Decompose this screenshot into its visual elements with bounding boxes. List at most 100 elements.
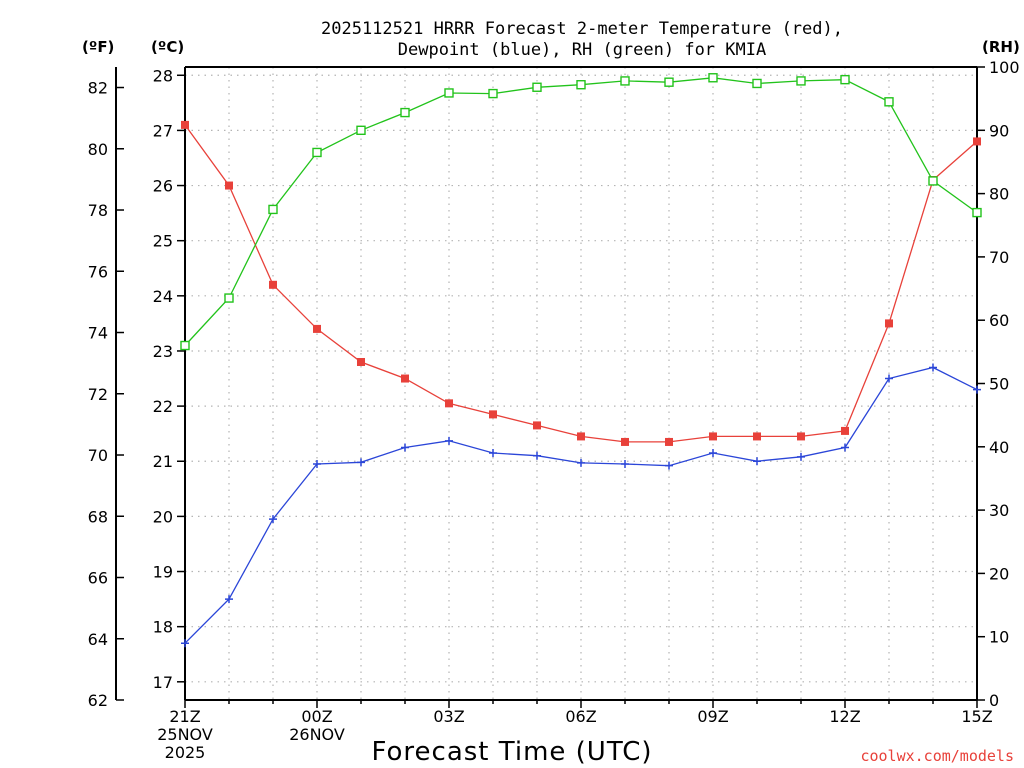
dewpoint-point [533,451,541,460]
rh-tick-label: 40 [989,438,1009,457]
rh-tick-label: 90 [989,121,1009,140]
temperature-point [973,137,981,146]
fahrenheit-tick-label: 72 [88,385,108,404]
rh-unit-label: (RH) [982,38,1020,56]
dewpoint-point [489,448,497,457]
celsius-unit-label: (ºC) [151,38,184,56]
rh-tick-label: 70 [989,248,1009,267]
dewpoint-point [401,443,409,452]
rh-point [796,76,806,86]
fahrenheit-tick-label: 68 [88,507,108,526]
dewpoint-point [797,452,805,461]
fahrenheit-tick-label: 80 [88,140,108,159]
fahrenheit-tick-label: 76 [88,262,108,281]
x-tick-label: 21Z [169,707,200,726]
rh-tick-label: 100 [989,58,1020,77]
celsius-tick-label: 20 [153,507,173,526]
rh-point [400,107,410,118]
dewpoint-point [929,363,937,372]
rh-tick-label: 80 [989,185,1009,204]
celsius-tick-label: 27 [153,121,173,140]
rh-point [488,88,498,99]
chart-title-line2: Dewpoint (blue), RH (green) for KMIA [398,40,766,60]
rh-point [972,207,982,218]
x-tick-label: 15Z [961,707,992,726]
dewpoint-point [181,639,189,648]
rh-point [884,97,894,107]
temperature-point [885,319,893,328]
rh-tick-label: 50 [989,375,1009,394]
x-tick-label: 06Z [565,707,596,726]
dewpoint-point [269,515,277,524]
x-tick-label: 09Z [697,707,728,726]
celsius-tick-label: 23 [153,342,173,361]
temperature-point [489,410,497,419]
fahrenheit-tick-label: 70 [88,446,108,465]
data-series [180,73,982,648]
celsius-tick-label: 25 [153,232,173,251]
celsius-tick-label: 18 [153,618,173,637]
temperature-point [357,357,365,366]
chart-title-line1: 2025112521 HRRR Forecast 2-meter Tempera… [321,19,843,39]
dewpoint-point [885,374,893,383]
rh-tick-label: 10 [989,628,1009,647]
temperature-point [401,374,409,383]
dewpoint-point [665,461,673,470]
rh-tick-label: 0 [989,691,999,710]
dewpoint-point [225,595,233,604]
rh-point [620,76,630,86]
temperature-point [269,280,277,289]
fahrenheit-tick-label: 78 [88,201,108,220]
x-tick-label: 12Z [829,707,860,726]
fahrenheit-tick-label: 64 [88,630,108,649]
credit-text: coolwx.com/models [860,747,1014,765]
temperature-point [753,432,761,441]
grid-lines [185,67,977,700]
temperature-point [225,181,233,190]
celsius-tick-label: 22 [153,397,173,416]
dewpoint-point [841,443,849,452]
rh-point [708,73,718,83]
temperature-point [797,432,805,441]
rh-point [312,147,322,158]
celsius-tick-label: 24 [153,287,173,306]
x-tick-label: 2025 [165,743,206,762]
celsius-tick-label: 26 [153,177,173,196]
rh-point [180,340,190,351]
tick-labels: 62 64 66 68 70 72 74 76 78 80 82 17 18 19 20 21 22 23 24 25… [88,58,1020,762]
x-tick-label: 03Z [433,707,464,726]
rh-point [224,293,234,303]
temperature-point [665,437,673,446]
rh-point [928,176,938,186]
temperature-point [445,399,453,408]
temperature-point [181,120,189,129]
temperature-point [841,426,849,435]
celsius-tick-label: 17 [153,673,173,692]
x-tick-label: 26NOV [289,725,345,744]
dewpoint-point [973,385,981,394]
rh-point [444,88,454,98]
dewpoint-point [313,460,321,469]
celsius-tick-label: 21 [153,452,173,471]
temperature-point [533,421,541,430]
x-axis-label: Forecast Time (UTC) [371,737,652,767]
rh-point [356,125,366,136]
dewpoint-point [357,458,365,467]
temperature-point [709,432,717,441]
rh-point [532,82,542,92]
rh-tick-label: 60 [989,311,1009,330]
fahrenheit-tick-label: 74 [88,324,108,343]
fahrenheit-tick-label: 82 [88,79,108,98]
dewpoint-point [709,448,717,457]
rh-tick-label: 20 [989,564,1009,583]
rh-series-line [184,77,978,346]
temperature-point [577,432,585,441]
rh-point [576,80,586,90]
dewpoint-point [445,436,453,445]
temperature-point [621,437,629,446]
fahrenheit-unit-label: (ºF) [82,38,114,56]
dewpoint-point [621,460,629,469]
rh-point [664,77,674,87]
fahrenheit-tick-label: 62 [88,691,108,710]
